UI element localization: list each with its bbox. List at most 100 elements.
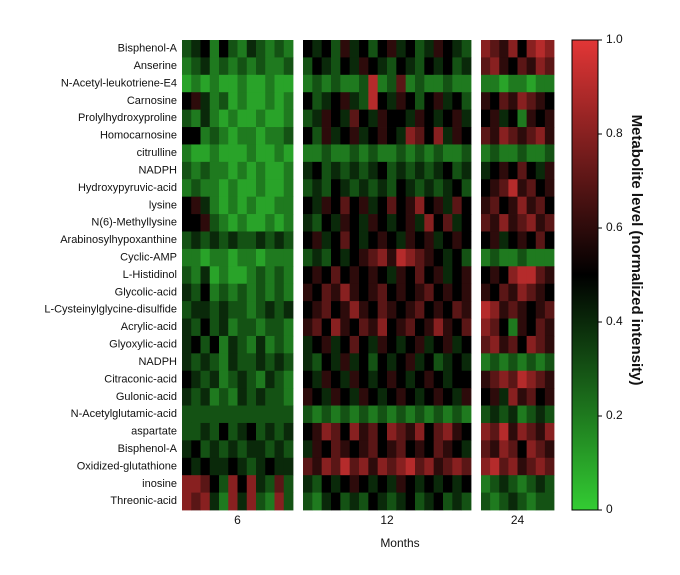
- heatmap-cell: [461, 283, 472, 302]
- heatmap-cell: [452, 388, 463, 406]
- heatmap-cell: [481, 74, 491, 93]
- heatmap-cell: [433, 231, 444, 250]
- heatmap-cell: [368, 161, 379, 180]
- heatmap-cell: [387, 440, 397, 459]
- heatmap-cell: [200, 475, 211, 493]
- heatmap-cell: [191, 388, 201, 406]
- row-label: Gulonic-acid: [116, 391, 177, 403]
- heatmap-cell: [499, 127, 509, 145]
- heatmap-cell: [481, 179, 491, 198]
- heatmap-cell: [526, 388, 537, 406]
- heatmap-cell: [387, 179, 397, 198]
- heatmap-cell: [274, 266, 285, 285]
- heatmap-cell: [303, 92, 313, 111]
- heatmap-cell: [283, 196, 294, 215]
- heatmap-cell: [303, 179, 313, 198]
- heatmap-cell: [265, 388, 275, 406]
- heatmap-cell: [535, 57, 546, 76]
- heatmap-cell: [209, 231, 220, 250]
- heatmap-cell: [331, 266, 341, 285]
- x-tick-label: 24: [511, 513, 525, 527]
- heatmap-cell: [191, 370, 201, 389]
- row-label: NADPH: [138, 356, 177, 368]
- heatmap-cell: [209, 318, 220, 337]
- heatmap-cell: [443, 214, 453, 232]
- heatmap-cell: [191, 92, 201, 111]
- heatmap-cell: [405, 127, 416, 145]
- heatmap-cell: [368, 231, 379, 250]
- heatmap-cell: [228, 335, 238, 354]
- heatmap-cell: [433, 214, 444, 232]
- heatmap-cell: [517, 214, 528, 232]
- heatmap-cell: [499, 92, 509, 111]
- heatmap-cell: [535, 440, 546, 459]
- heatmap-cell: [481, 144, 491, 163]
- heatmap-cell: [228, 492, 238, 511]
- heatmap-cell: [387, 57, 397, 76]
- heatmap-cell: [461, 161, 472, 180]
- heatmap-cell: [433, 475, 444, 493]
- heatmap-cell: [219, 405, 229, 424]
- row-label: N-Acetylglutamic-acid: [71, 408, 177, 420]
- heatmap-cell: [200, 109, 211, 128]
- heatmap-cell: [415, 179, 425, 198]
- heatmap-cell: [228, 109, 238, 128]
- heatmap-cell: [200, 492, 211, 511]
- heatmap-cell: [535, 231, 546, 250]
- heatmap-cell: [377, 301, 388, 319]
- heatmap-cell: [349, 318, 360, 337]
- heatmap-cell: [321, 161, 332, 180]
- heatmap-cell: [256, 127, 266, 145]
- heatmap-cell: [368, 335, 379, 354]
- heatmap-cell: [265, 109, 275, 128]
- heatmap-cell: [508, 109, 518, 128]
- heatmap-cell: [321, 440, 332, 459]
- heatmap-cell: [182, 57, 192, 76]
- heatmap-cell: [283, 74, 294, 93]
- heatmap-cell: [544, 196, 555, 215]
- heatmap-cell: [544, 318, 555, 337]
- heatmap-cell: [452, 231, 463, 250]
- heatmap-cell: [508, 457, 518, 476]
- heatmap-cell: [535, 301, 546, 319]
- heatmap-cell: [237, 179, 248, 198]
- heatmap-cell: [340, 127, 351, 145]
- heatmap-cell: [283, 388, 294, 406]
- heatmap-cell: [526, 57, 537, 76]
- heatmap-cell: [481, 57, 491, 76]
- heatmap-cell: [415, 248, 425, 267]
- heatmap-cell: [452, 492, 463, 511]
- heatmap-cell: [517, 422, 528, 441]
- heatmap-cell: [490, 475, 500, 493]
- heatmap-cell: [246, 405, 257, 424]
- heatmap-cell: [331, 196, 341, 215]
- heatmap-cell: [508, 231, 518, 250]
- heatmap-cell: [237, 196, 248, 215]
- heatmap-cell: [312, 161, 323, 180]
- heatmap-cell: [349, 74, 360, 93]
- heatmap-cell: [405, 196, 416, 215]
- heatmap-cell: [508, 214, 518, 232]
- heatmap-cell: [283, 109, 294, 128]
- heatmap-cell: [452, 144, 463, 163]
- heatmap-cell: [499, 74, 509, 93]
- heatmap-cell: [443, 353, 453, 372]
- heatmap-cell: [526, 301, 537, 319]
- heatmap-cell: [321, 353, 332, 372]
- heatmap-cell: [340, 92, 351, 111]
- heatmap-cell: [499, 301, 509, 319]
- heatmap-cell: [499, 335, 509, 354]
- heatmap-cell: [312, 353, 323, 372]
- heatmap-cell: [544, 40, 555, 58]
- heatmap-cell: [219, 283, 229, 302]
- heatmap-cell: [368, 457, 379, 476]
- heatmap-cell: [200, 40, 211, 58]
- heatmap-cell: [274, 283, 285, 302]
- heatmap-cell: [433, 492, 444, 511]
- x-axis-label: Months: [380, 536, 419, 550]
- heatmap-cell: [228, 57, 238, 76]
- heatmap-cell: [405, 179, 416, 198]
- heatmap-cell: [349, 492, 360, 511]
- heatmap-cell: [274, 335, 285, 354]
- heatmap-cell: [237, 492, 248, 511]
